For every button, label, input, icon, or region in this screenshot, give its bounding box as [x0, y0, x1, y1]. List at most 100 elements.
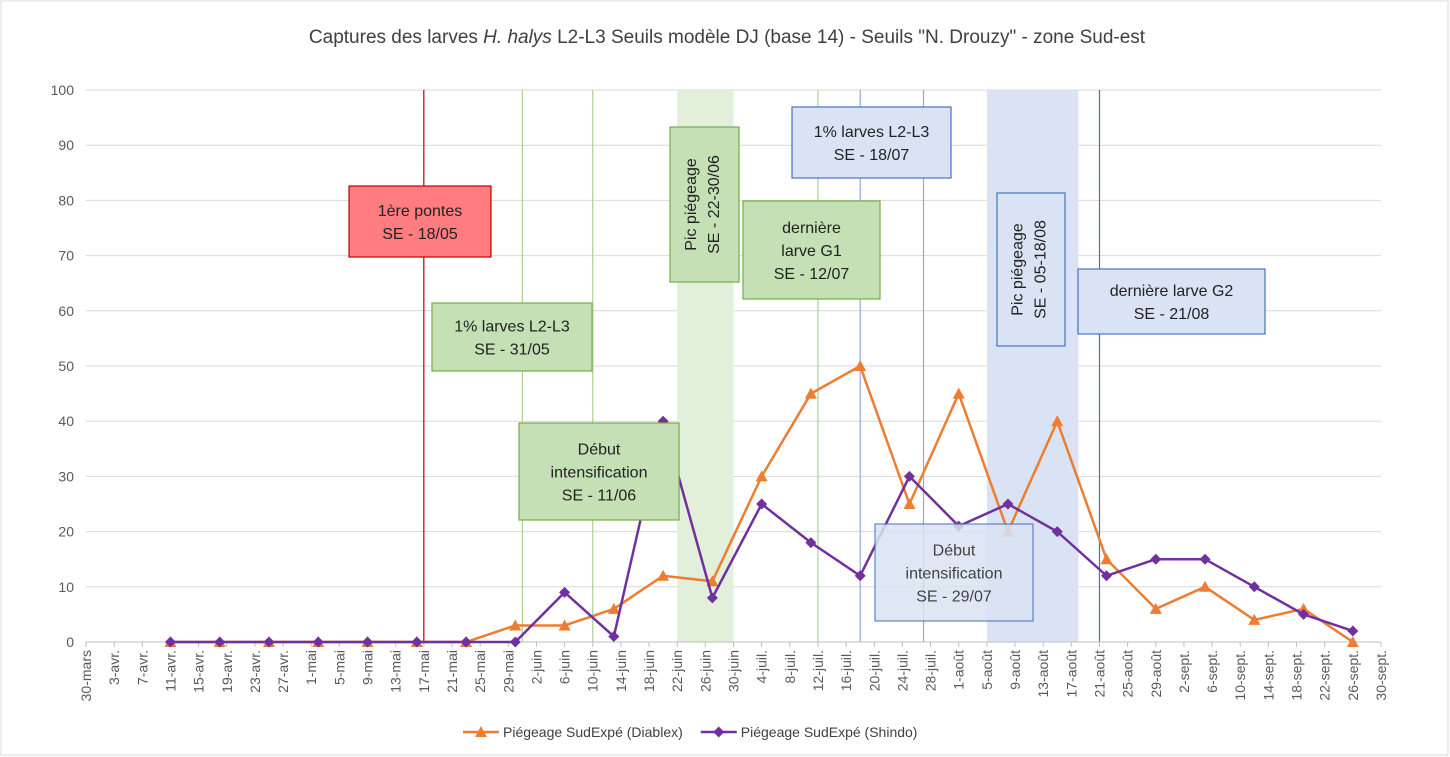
- x-tick-label: 17-août: [1063, 650, 1079, 698]
- x-tick-label: 1-mai: [303, 650, 319, 685]
- data-point: [854, 360, 867, 371]
- x-tick-label: 22-juin: [669, 650, 685, 692]
- data-point: [362, 636, 374, 648]
- annotation-text: intensification: [551, 465, 648, 482]
- data-point: [854, 570, 866, 582]
- annotation-text: intensification: [906, 566, 1003, 583]
- x-tick-label: 2-juin: [528, 650, 544, 684]
- data-point: [558, 619, 571, 631]
- x-tick-label: 30-juin: [726, 650, 742, 692]
- data-point: [559, 586, 571, 598]
- x-tick-label: 29-mai: [500, 650, 516, 693]
- x-tick-label: 29-août: [1148, 650, 1164, 698]
- x-tick-label: 4-juil.: [754, 650, 770, 683]
- data-point: [1199, 580, 1212, 592]
- annotation-text: dernière: [782, 220, 841, 237]
- data-point: [164, 636, 176, 648]
- x-tick-label: 21-août: [1091, 650, 1107, 698]
- annotation-text: dernière larve G2: [1110, 283, 1234, 300]
- x-tick-label: 30-sept.: [1373, 650, 1389, 701]
- data-point: [263, 636, 275, 648]
- y-tick-label: 30: [58, 468, 74, 484]
- data-point: [1347, 625, 1359, 637]
- annotation-box: [791, 106, 952, 179]
- data-point: [214, 636, 226, 648]
- annotation-text: SE - 31/05: [474, 342, 550, 359]
- title-part: L2-L3 Seuils modèle DJ (base 14) - Seuil…: [552, 27, 1146, 48]
- annotation-text: SE - 18/07: [834, 147, 910, 164]
- annotation: Pic piégeage SE - 05-18/08: [996, 192, 1066, 347]
- x-tick-label: 19-avr.: [219, 650, 235, 693]
- annotation: Début intensification SE - 29/07: [874, 523, 1034, 622]
- annotation-text: 1% larves L2-L3: [454, 319, 570, 336]
- annotation-text: 1ère pontes: [378, 203, 463, 220]
- annotation-text: 1% larves L2-L3: [814, 124, 930, 141]
- annotation-text: larve G1: [781, 243, 842, 260]
- x-tick-label: 23-avr.: [247, 650, 263, 693]
- data-point: [903, 498, 916, 509]
- y-tick-label: 20: [58, 524, 74, 540]
- data-point: [1101, 570, 1113, 582]
- x-tick-label: 8-juil.: [782, 650, 798, 683]
- x-tick-label: 13-août: [1035, 650, 1051, 698]
- y-tick-label: 50: [58, 358, 74, 374]
- x-tick-label: 6-sept.: [1204, 650, 1220, 693]
- data-point: [1346, 636, 1359, 647]
- data-point: [607, 602, 620, 614]
- x-tick-label: 11-avr.: [162, 650, 178, 692]
- x-tick-label: 9-août: [1007, 650, 1023, 690]
- legend-marker: [713, 726, 725, 738]
- annotation-box: [996, 192, 1066, 347]
- title-part: H. halys: [483, 27, 552, 48]
- x-tick-label: 25-août: [1120, 650, 1136, 698]
- annotation-text: SE - 18/05: [382, 226, 458, 243]
- data-point: [805, 537, 817, 549]
- x-tick-label: 9-mai: [360, 650, 376, 685]
- y-tick-label: 0: [66, 634, 74, 650]
- data-point: [1297, 602, 1310, 614]
- x-tick-label: 5-août: [979, 650, 995, 690]
- annotation-text: Pic piégeage: [1010, 223, 1027, 316]
- x-tick-label: 14-juin: [613, 650, 629, 692]
- data-point: [1150, 553, 1162, 565]
- y-tick-label: 40: [58, 413, 74, 429]
- data-point: [509, 619, 522, 631]
- x-tick-label: 3-avr.: [106, 650, 122, 685]
- x-tick-label: 1-août: [951, 650, 967, 690]
- data-point: [755, 470, 768, 482]
- x-tick-label: 26-sept.: [1345, 650, 1361, 701]
- x-tick-label: 24-juil.: [894, 650, 910, 691]
- annotation-text: SE - 22-30/06: [706, 155, 723, 254]
- x-tick-label: 7-avr.: [134, 650, 150, 685]
- x-tick-label: 10-sept.: [1232, 650, 1248, 701]
- annotation-text: SE - 12/07: [774, 266, 850, 283]
- data-point: [312, 636, 324, 648]
- x-tick-label: 2-sept.: [1176, 650, 1192, 693]
- legend-label: Piégeage SudExpé (Shindo): [741, 724, 918, 740]
- annotation: dernière larve G2 SE - 21/08: [1077, 268, 1266, 335]
- x-tick-label: 20-juil.: [866, 650, 882, 691]
- data-point: [1199, 553, 1211, 565]
- annotation: 1ère pontes SE - 18/05: [348, 185, 492, 258]
- annotation-text: SE - 05-18/08: [1033, 220, 1050, 319]
- legend-label: Piégeage SudExpé (Diablex): [503, 724, 683, 740]
- x-tick-label: 10-juin: [585, 650, 601, 692]
- data-point: [756, 498, 768, 510]
- x-tick-label: 26-juin: [697, 650, 713, 692]
- data-point: [608, 630, 620, 642]
- x-tick-label: 5-mai: [331, 650, 347, 685]
- data-point: [1248, 581, 1260, 593]
- x-tick-label: 18-juin: [641, 650, 657, 692]
- data-point: [903, 470, 915, 482]
- x-tick-label: 6-juin: [557, 650, 573, 684]
- annotation: 1% larves L2-L3 SE - 31/05: [431, 302, 593, 372]
- annotation-box: [874, 523, 1034, 622]
- x-tick-label: 27-avr.: [275, 650, 291, 693]
- annotation-text: SE - 29/07: [916, 589, 992, 606]
- x-tick-label: 30-mars: [78, 650, 94, 701]
- y-tick-label: 90: [58, 137, 74, 153]
- x-tick-label: 13-mai: [388, 650, 404, 693]
- data-point: [657, 569, 670, 581]
- x-tick-label: 21-mai: [444, 650, 460, 693]
